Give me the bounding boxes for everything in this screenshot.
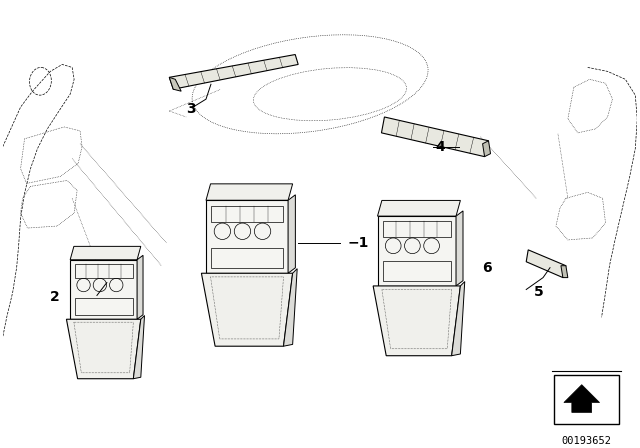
Polygon shape bbox=[133, 315, 145, 379]
Polygon shape bbox=[373, 286, 460, 356]
Polygon shape bbox=[284, 269, 297, 346]
Text: 3: 3 bbox=[186, 102, 196, 116]
Polygon shape bbox=[206, 200, 288, 273]
Polygon shape bbox=[67, 319, 141, 379]
Text: 00193652: 00193652 bbox=[562, 436, 612, 446]
Polygon shape bbox=[137, 255, 143, 319]
Polygon shape bbox=[561, 266, 568, 278]
Polygon shape bbox=[170, 78, 181, 91]
Text: 2: 2 bbox=[49, 290, 59, 305]
Polygon shape bbox=[381, 117, 488, 157]
Text: −1: −1 bbox=[348, 236, 369, 250]
Polygon shape bbox=[378, 216, 456, 286]
Polygon shape bbox=[456, 211, 463, 286]
Polygon shape bbox=[378, 200, 460, 216]
Polygon shape bbox=[170, 55, 298, 89]
Polygon shape bbox=[564, 385, 600, 413]
Text: 6: 6 bbox=[482, 261, 492, 275]
Text: 5: 5 bbox=[534, 285, 544, 299]
Text: 4: 4 bbox=[435, 140, 445, 154]
Polygon shape bbox=[526, 250, 566, 278]
Polygon shape bbox=[202, 273, 292, 346]
Polygon shape bbox=[206, 184, 292, 200]
Polygon shape bbox=[70, 260, 137, 319]
Polygon shape bbox=[483, 141, 490, 157]
Polygon shape bbox=[288, 195, 296, 273]
Bar bbox=[554, 375, 620, 424]
Polygon shape bbox=[70, 246, 141, 260]
Polygon shape bbox=[452, 281, 465, 356]
